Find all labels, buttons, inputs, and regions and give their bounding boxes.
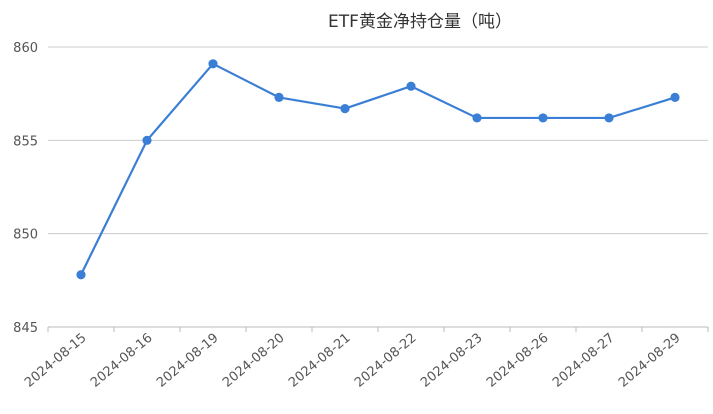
data-point[interactable]	[406, 81, 416, 91]
x-tick-label: 2024-08-15	[22, 331, 90, 391]
data-point[interactable]	[340, 104, 350, 114]
data-point[interactable]	[76, 270, 86, 280]
x-tick-label: 2024-08-23	[418, 331, 486, 391]
x-tick-label: 2024-08-26	[484, 331, 552, 391]
x-axis: 2024-08-152024-08-162024-08-192024-08-20…	[22, 326, 709, 391]
x-tick-label: 2024-08-21	[286, 331, 354, 391]
x-tick-label: 2024-08-22	[352, 331, 420, 391]
data-point[interactable]	[208, 59, 218, 69]
data-point[interactable]	[538, 113, 548, 123]
series-layer	[76, 59, 680, 280]
series-line	[80, 62, 676, 276]
y-tick-label: 855	[13, 134, 38, 149]
data-point[interactable]	[472, 113, 482, 123]
y-tick-label: 860	[13, 41, 38, 56]
x-tick-label: 2024-08-20	[220, 331, 288, 391]
chart-title: ETF黄金净持仓量（吨）	[328, 12, 512, 32]
y-tick-label: 845	[13, 321, 38, 336]
x-tick-label: 2024-08-29	[616, 331, 684, 391]
grid-layer	[48, 46, 708, 235]
data-point[interactable]	[274, 92, 284, 102]
x-tick-label: 2024-08-16	[88, 331, 156, 391]
data-point[interactable]	[604, 113, 614, 123]
x-tick-label: 2024-08-19	[154, 331, 222, 391]
x-tick-label: 2024-08-27	[550, 331, 618, 391]
data-point[interactable]	[142, 135, 152, 145]
y-tick-label: 850	[13, 228, 38, 243]
data-point[interactable]	[670, 92, 680, 102]
y-axis-labels: 845 850 855 860	[13, 41, 38, 336]
